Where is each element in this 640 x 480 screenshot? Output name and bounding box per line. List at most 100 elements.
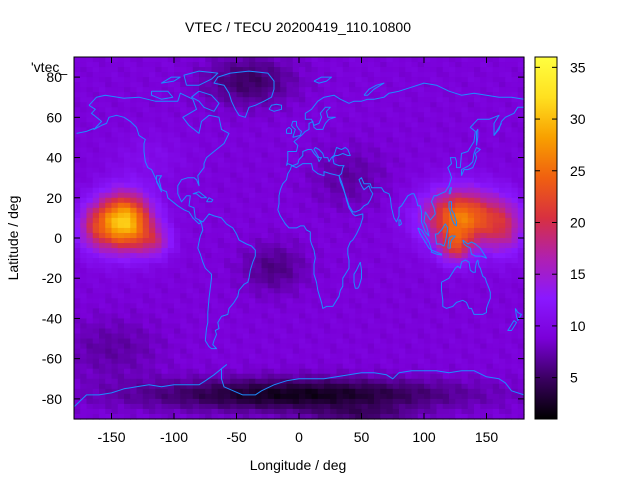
heat-cell <box>242 338 250 345</box>
heat-cell <box>330 393 338 400</box>
heat-cell <box>117 373 125 380</box>
heat-cell <box>499 92 506 98</box>
heat-cell <box>436 288 444 294</box>
heat-cell <box>224 92 231 98</box>
heat-cell <box>417 177 425 184</box>
heat-cell <box>330 142 338 149</box>
heat-cell <box>436 157 444 164</box>
heat-cell <box>511 293 519 299</box>
heat-cell <box>417 318 425 325</box>
heat-cell <box>142 62 150 68</box>
heat-cell <box>192 393 200 400</box>
heat-cell <box>474 152 481 159</box>
heat-cell <box>349 232 356 239</box>
heat-cell <box>249 253 256 259</box>
heat-cell <box>380 77 388 83</box>
heat-cell <box>336 192 344 199</box>
heat-cell <box>461 152 469 159</box>
heat-cell <box>261 72 269 78</box>
heat-cell <box>267 82 275 88</box>
heat-cell <box>92 308 100 315</box>
heat-cell <box>486 142 494 149</box>
heat-cell <box>99 87 106 93</box>
heat-cell <box>505 212 513 219</box>
heat-cell <box>361 82 369 88</box>
heat-cell <box>349 72 356 78</box>
heat-cell <box>336 363 344 370</box>
heat-cell <box>261 167 269 174</box>
heat-cell <box>217 393 225 400</box>
heat-cell <box>74 132 81 139</box>
heat-cell <box>361 268 369 274</box>
heat-cell <box>180 388 188 395</box>
heat-cell <box>236 368 244 375</box>
heat-cell <box>99 358 106 365</box>
heat-cell <box>330 308 338 315</box>
heat-cell <box>517 318 525 325</box>
heat-cell <box>299 288 306 294</box>
heat-cell <box>149 217 156 224</box>
heat-cell <box>217 67 225 73</box>
heat-cell <box>517 253 525 259</box>
heat-cell <box>286 388 294 395</box>
heat-cell <box>342 293 350 299</box>
heat-cell <box>467 293 475 299</box>
heat-cell <box>286 353 294 360</box>
heat-cell <box>167 313 175 320</box>
heat-cell <box>486 333 494 340</box>
heat-cell <box>80 348 88 355</box>
heat-cell <box>217 363 225 370</box>
heat-cell <box>161 222 169 229</box>
heat-cell <box>199 278 206 284</box>
heat-cell <box>280 82 288 88</box>
heat-cell <box>261 373 269 380</box>
heat-cell <box>449 313 456 320</box>
heat-cell <box>80 263 88 269</box>
heat-cell <box>330 77 338 83</box>
heat-cell <box>274 197 281 204</box>
heat-cell <box>80 323 88 330</box>
heat-cell <box>136 308 144 315</box>
heat-cell <box>242 268 250 274</box>
heat-cell <box>517 97 525 103</box>
heat-cell <box>249 293 256 299</box>
heat-cell <box>367 298 375 304</box>
heat-cell <box>111 112 119 118</box>
heat-cell <box>74 303 81 309</box>
heat-cell <box>486 393 494 400</box>
heat-cell <box>380 383 388 390</box>
heat-cell <box>167 343 175 350</box>
heat-cell <box>105 147 113 154</box>
heat-cell <box>174 363 181 370</box>
heat-cell <box>136 122 144 128</box>
heat-cell <box>242 383 250 390</box>
heat-cell <box>211 87 219 93</box>
heat-cell <box>517 293 525 299</box>
heat-cell <box>192 338 200 345</box>
heat-cell <box>261 238 269 244</box>
heat-cell <box>449 238 456 244</box>
heat-cell <box>311 107 319 113</box>
heat-cell <box>399 343 406 350</box>
heat-cell <box>467 67 475 73</box>
heat-cell <box>330 177 338 184</box>
heat-cell <box>305 192 313 199</box>
heat-cell <box>274 253 281 259</box>
heat-cell <box>499 197 506 204</box>
heat-cell <box>511 258 519 264</box>
heat-cell <box>155 217 163 224</box>
heat-cell <box>236 187 244 194</box>
heat-cell <box>480 303 488 309</box>
heat-cell <box>249 278 256 284</box>
heat-cell <box>180 152 188 159</box>
heat-cell <box>274 378 281 385</box>
heat-cell <box>161 167 169 174</box>
heat-cell <box>242 147 250 154</box>
heat-cell <box>74 353 81 360</box>
heat-cell <box>449 298 456 304</box>
heat-cell <box>274 323 281 330</box>
heat-cell <box>330 333 338 340</box>
heat-cell <box>374 212 381 219</box>
heat-cell <box>455 57 463 63</box>
heat-cell <box>274 338 281 345</box>
